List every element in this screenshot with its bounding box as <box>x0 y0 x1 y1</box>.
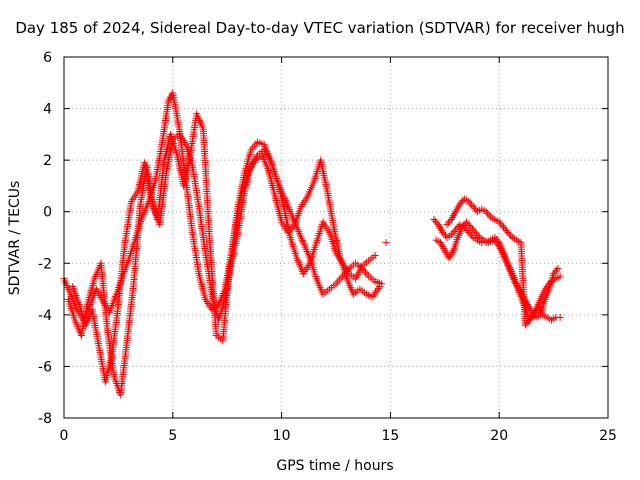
y-tick-label: -2 <box>38 256 52 272</box>
data-point <box>495 218 503 226</box>
x-tick-label: 10 <box>273 428 291 444</box>
y-tick-label: -8 <box>38 411 52 427</box>
data-point <box>473 230 481 238</box>
data-point <box>443 221 451 229</box>
y-tick-label: 2 <box>43 153 52 169</box>
series-track-6 <box>443 195 564 329</box>
data-point <box>497 220 505 228</box>
x-tick-label: 20 <box>490 428 508 444</box>
data-point <box>500 223 508 231</box>
data-point <box>431 217 439 225</box>
series-track-5 <box>432 218 562 321</box>
x-tick-label: 15 <box>381 428 399 444</box>
data-points <box>60 89 564 399</box>
data-point <box>465 197 473 205</box>
data-point <box>465 221 473 229</box>
data-point <box>465 228 473 236</box>
data-point <box>482 208 490 216</box>
data-point <box>433 219 441 227</box>
plot-frame <box>63 56 609 419</box>
data-point <box>550 270 558 278</box>
data-point <box>471 228 479 236</box>
chart-title: Day 185 of 2024, Sidereal Day-to-day VTE… <box>15 19 624 37</box>
data-point <box>371 252 379 260</box>
x-axis-title: GPS time / hours <box>276 458 393 474</box>
series-track-3 <box>69 110 384 386</box>
data-point <box>468 201 476 209</box>
data-point <box>449 229 457 237</box>
data-point <box>439 228 447 236</box>
data-point <box>444 219 452 227</box>
data-point <box>376 282 384 290</box>
y-axis-title: SDTVAR / TECUs <box>7 181 23 296</box>
data-point <box>524 318 532 326</box>
data-point <box>523 319 531 327</box>
data-point <box>501 225 509 233</box>
data-point <box>467 223 475 231</box>
data-point <box>556 313 564 321</box>
y-tick-label: -6 <box>38 359 52 375</box>
data-point <box>502 227 510 235</box>
data-point <box>554 264 562 272</box>
x-tick-label: 0 <box>60 428 69 444</box>
data-point <box>469 203 477 211</box>
data-point <box>505 230 513 238</box>
y-tick-label: 0 <box>43 205 52 221</box>
outlier-point <box>382 239 390 247</box>
data-point <box>530 308 538 316</box>
data-point <box>450 227 458 235</box>
data-point <box>471 204 479 212</box>
data-point <box>447 231 455 239</box>
data-point <box>485 211 493 219</box>
data-point <box>498 221 506 229</box>
data-point <box>456 200 464 208</box>
data-point <box>440 230 448 238</box>
data-point <box>474 232 482 240</box>
data-point <box>466 199 474 207</box>
data-point <box>466 230 474 238</box>
data-point <box>463 218 471 226</box>
data-point <box>504 228 512 236</box>
axis-ticks: 0 5 10 15 20 25 -8 -6 -4 -2 0 2 4 6 <box>38 50 617 444</box>
data-point <box>453 224 461 232</box>
data-point <box>553 266 561 274</box>
data-point <box>521 321 529 329</box>
data-point <box>464 220 472 228</box>
data-point <box>551 268 559 276</box>
data-point <box>484 209 492 217</box>
data-point <box>507 232 515 240</box>
x-tick-label: 25 <box>599 428 617 444</box>
data-point <box>468 225 476 233</box>
data-point <box>452 226 460 234</box>
y-tick-label: -4 <box>38 308 52 324</box>
data-point <box>468 232 476 240</box>
data-point <box>458 223 466 231</box>
data-point <box>446 217 454 225</box>
grid-lines <box>64 57 608 418</box>
data-point <box>463 227 471 235</box>
data-point <box>470 227 478 235</box>
data-point <box>556 272 564 280</box>
data-point <box>430 215 438 223</box>
series-track-1 <box>60 89 386 324</box>
y-tick-label: 4 <box>43 102 52 118</box>
x-tick-label: 5 <box>168 428 177 444</box>
y-tick-label: 6 <box>43 50 52 66</box>
data-point <box>457 198 465 206</box>
